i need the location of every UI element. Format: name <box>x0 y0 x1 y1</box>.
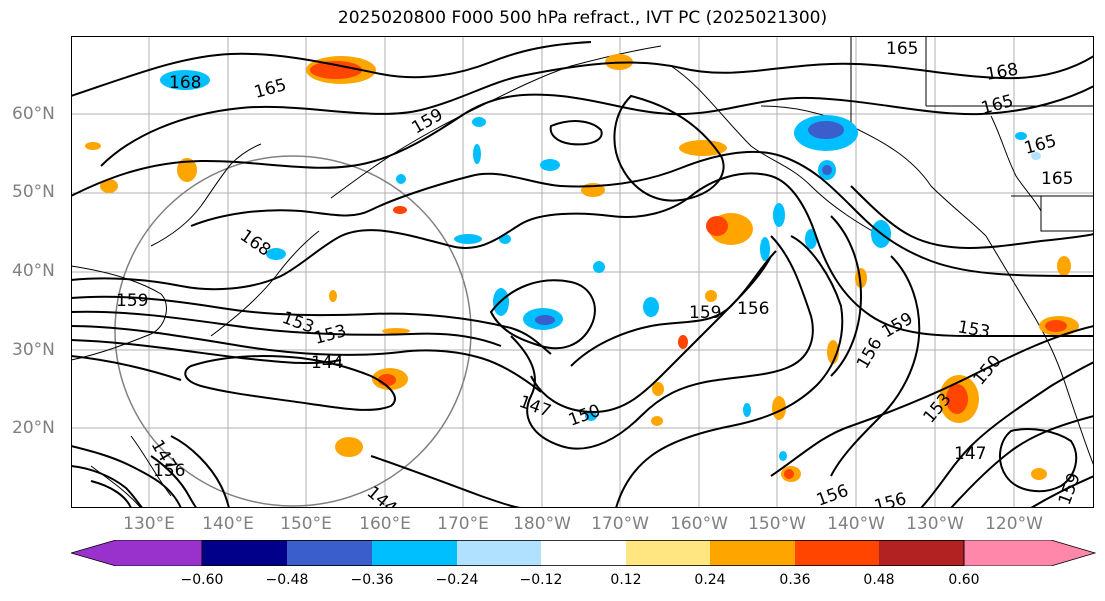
contour-label: 156 <box>153 461 185 481</box>
map-panel: 168 165 159 165 168 165 165 165 168 159 … <box>71 36 1094 508</box>
colorbar-tick-label: −0.48 <box>265 572 309 588</box>
contour-label: 159 <box>116 291 148 311</box>
colorbar-segment <box>457 540 541 566</box>
colorbar-tick-label: 0.36 <box>779 572 811 588</box>
colorbar-segment <box>879 540 964 566</box>
contour-label: 147 <box>954 444 986 464</box>
lon-label-120w: 120°W <box>985 514 1043 534</box>
colorbar-tick-label: −0.12 <box>519 572 563 588</box>
colorbar-segment <box>963 540 1096 566</box>
colorbar-segment <box>71 540 203 566</box>
colorbar-segment <box>795 540 879 566</box>
colorbar-segment <box>541 540 626 566</box>
refractivity-negative-shading <box>160 70 1041 461</box>
lon-label-130w: 130°W <box>906 514 964 534</box>
colorbar-tick-label: 0.24 <box>694 572 726 588</box>
colorbar-tick-label: 0.60 <box>948 572 980 588</box>
colorbar-tick-label: 0.12 <box>610 572 642 588</box>
map-frame <box>71 36 1094 508</box>
lat-label-40n: 40°N <box>12 261 55 281</box>
contour-label: 165 <box>1041 169 1073 189</box>
lat-label-50n: 50°N <box>12 182 55 202</box>
lon-label-160e: 160°E <box>359 514 411 534</box>
colorbar-segment <box>710 540 795 566</box>
map-title: 2025020800 F000 500 hPa refract., IVT PC… <box>337 8 828 28</box>
lat-label-60n: 60°N <box>12 104 55 124</box>
colorbar-segment <box>372 540 457 566</box>
lon-label-180w: 180°W <box>513 514 571 534</box>
lon-label-150w: 150°W <box>748 514 806 534</box>
colorbar-tick-label: −0.60 <box>180 572 224 588</box>
height-contours <box>71 41 1094 508</box>
colorbar-segment <box>626 540 710 566</box>
lon-label-170e: 170°E <box>437 514 489 534</box>
lon-label-140e: 140°E <box>202 514 254 534</box>
colorbar <box>71 540 1096 566</box>
contour-label: 168 <box>169 73 201 93</box>
contour-label: 156 <box>737 299 769 319</box>
lat-label-30n: 30°N <box>12 340 55 360</box>
lon-label-140w: 140°W <box>827 514 885 534</box>
ivt-pc-circle <box>114 155 472 507</box>
lon-label-130e: 130°E <box>123 514 175 534</box>
colorbar-segment <box>202 540 287 566</box>
contour-label: 144 <box>311 353 343 373</box>
coastlines <box>71 36 1094 508</box>
colorbar-tick-label: −0.36 <box>350 572 394 588</box>
contour-label: 165 <box>886 39 918 59</box>
colorbar-segment <box>287 540 372 566</box>
lat-label-20n: 20°N <box>12 418 55 438</box>
colorbar-tick-label: −0.24 <box>435 572 479 588</box>
lon-label-160w: 160°W <box>670 514 728 534</box>
contour-label: 159 <box>689 303 721 323</box>
lon-label-170w: 170°W <box>591 514 649 534</box>
colorbar-tick-label: 0.48 <box>863 572 895 588</box>
lon-label-150e: 150°E <box>280 514 332 534</box>
